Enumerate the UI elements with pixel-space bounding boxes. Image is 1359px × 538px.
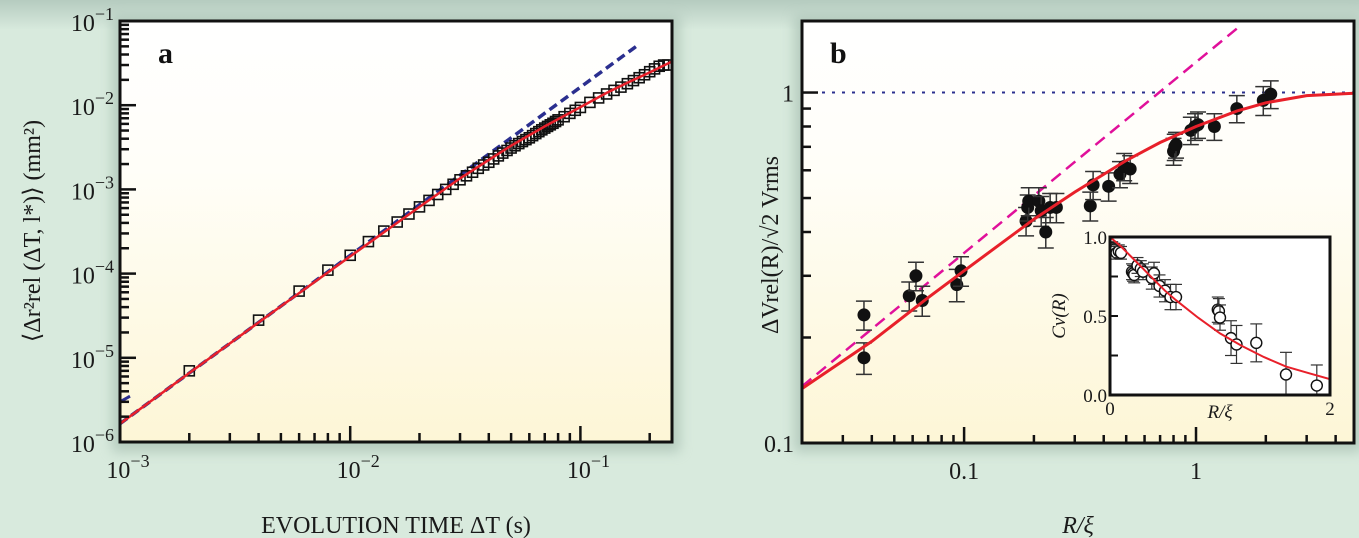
panel-b-label: b bbox=[830, 37, 847, 70]
panel-b-xtick-label: 0.1 bbox=[949, 459, 979, 485]
panel-b-fit-line bbox=[802, 91, 1354, 390]
panel-a-ylabel: ⟨Δr²rel (ΔT, l*)⟩ (mm²) bbox=[20, 120, 46, 342]
inset-xtick-label: 0 bbox=[1105, 399, 1115, 420]
inset-data-point bbox=[1310, 364, 1324, 395]
panel-b-data-point bbox=[855, 300, 872, 331]
panel-a-ytick-label: 10−1 bbox=[71, 4, 114, 37]
marker bbox=[1102, 179, 1116, 193]
panel-a-data-point bbox=[391, 216, 403, 228]
marker bbox=[1310, 379, 1324, 392]
panel-b: 0.1 1 0.1 1 b R/ξ ΔVrel(R)/√2 Vrms 0 2 0.0 0.5… bbox=[758, 19, 1356, 538]
panel-b-ytick-label: 0.1 bbox=[764, 432, 794, 458]
marker bbox=[1264, 87, 1278, 101]
panel-b-inset: 0 2 0.0 0.5 1.0 R/ξ Cv(R) bbox=[1049, 228, 1335, 423]
panel-b-ylabel: ΔVrel(R)/√2 Vrms bbox=[758, 156, 784, 334]
marker bbox=[1279, 368, 1293, 381]
panel-b-data-point bbox=[1262, 80, 1279, 110]
panel-a-data-point bbox=[378, 225, 390, 237]
panel-b-data-point bbox=[1082, 191, 1099, 222]
marker bbox=[857, 308, 871, 322]
panel-a-data-point bbox=[592, 92, 605, 104]
marker bbox=[1207, 120, 1221, 133]
panel-a-ytick-label: 10−4 bbox=[71, 257, 114, 290]
panel-a-xlabel: EVOLUTION TIME ΔT (s) bbox=[261, 513, 531, 538]
marker bbox=[1169, 290, 1183, 304]
panel-a-data-point bbox=[403, 208, 415, 220]
inset-ytick-label: 1.0 bbox=[1083, 228, 1107, 249]
panel-b-data-point bbox=[1048, 192, 1065, 224]
panel-a-plot-area bbox=[120, 21, 672, 442]
panel-b-ytick-label: 1 bbox=[782, 82, 794, 108]
panel-a-fit-line bbox=[120, 60, 672, 425]
panel-a-xtick-label: 10−3 bbox=[106, 451, 149, 484]
panel-a-frame bbox=[118, 19, 674, 444]
inset-ylabel: Cv(R) bbox=[1049, 293, 1070, 338]
marker bbox=[857, 351, 871, 365]
marker bbox=[1022, 194, 1036, 208]
marker bbox=[950, 278, 964, 292]
panel-b-xlabel: R/ξ bbox=[1061, 513, 1094, 538]
panel-a-data-point bbox=[344, 249, 356, 262]
inset-data-point bbox=[1279, 351, 1293, 395]
panel-a-ytick-label: 10−5 bbox=[71, 341, 114, 374]
panel-a-data-point bbox=[362, 235, 375, 248]
panel-a-data-point bbox=[413, 201, 426, 213]
panel-b-data-point bbox=[907, 261, 924, 292]
panel-a-label: a bbox=[158, 37, 173, 70]
panel-a-dashed-line bbox=[120, 42, 641, 426]
panel-a-xtick-label: 10−1 bbox=[567, 451, 610, 484]
inset-frame bbox=[1108, 235, 1332, 397]
marker bbox=[1169, 138, 1183, 152]
panel-a-data-point bbox=[293, 285, 305, 297]
panel-a-data-point bbox=[552, 114, 564, 126]
marker bbox=[902, 289, 916, 303]
panel-a-ytick-label: 10−2 bbox=[71, 88, 114, 121]
inset-xtick-label: 2 bbox=[1325, 399, 1335, 420]
panel-a-ytick-label: 10−6 bbox=[71, 425, 114, 458]
marker bbox=[1123, 162, 1137, 176]
inset-data-point bbox=[1114, 245, 1128, 260]
panel-a-data-point bbox=[423, 194, 435, 207]
inset-ytick-label: 0.5 bbox=[1083, 307, 1107, 328]
panel-a-ytick-label: 10−3 bbox=[71, 172, 114, 205]
panel-a-data-point bbox=[600, 88, 613, 100]
panel-a-data-point bbox=[621, 77, 634, 90]
marker bbox=[1049, 200, 1063, 214]
marker bbox=[1250, 336, 1263, 350]
marker bbox=[1083, 199, 1097, 213]
marker bbox=[1213, 311, 1227, 324]
inset-fit-line bbox=[1110, 237, 1330, 381]
inset-ytick-label: 0.0 bbox=[1083, 386, 1107, 407]
panel-b-xtick-label: 1 bbox=[1190, 459, 1202, 485]
inset-data-point bbox=[1169, 283, 1183, 311]
marker bbox=[1039, 225, 1053, 239]
inset-xlabel: R/ξ bbox=[1206, 402, 1233, 423]
panel-a: 10−3 10−2 10−1 10−6 10−5 10−4 10−3 10−2 10−1 a E… bbox=[20, 4, 674, 538]
marker bbox=[909, 269, 923, 283]
panel-a-xtick-label: 10−2 bbox=[337, 451, 380, 484]
panel-a-data-point bbox=[454, 174, 466, 186]
inset-data-point bbox=[1250, 323, 1263, 363]
panel-b-frame bbox=[800, 19, 1356, 445]
panel-a-data-point bbox=[460, 170, 473, 182]
